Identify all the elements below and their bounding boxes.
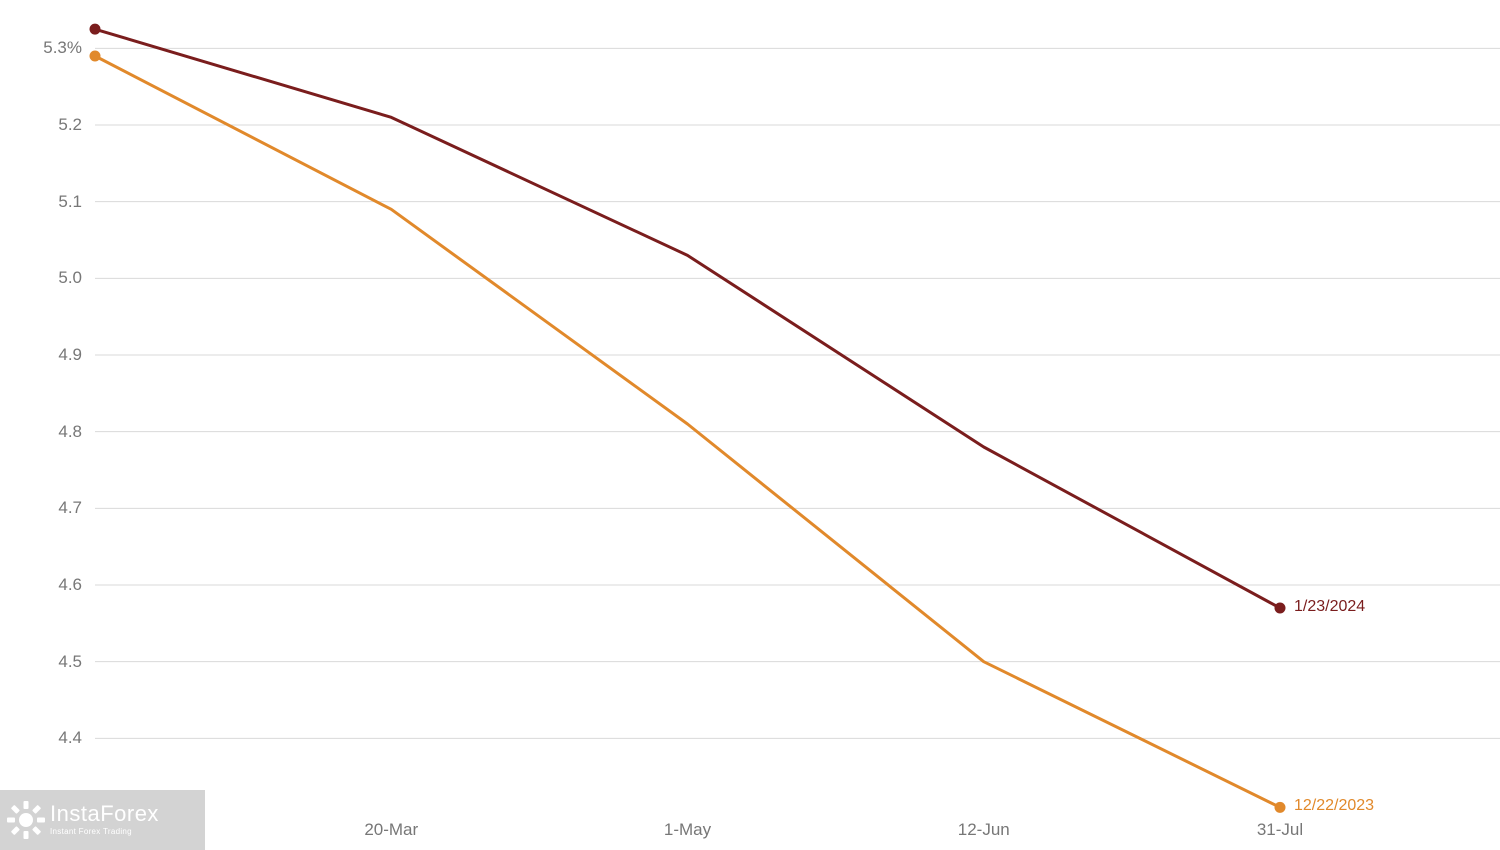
watermark-badge: InstaForex Instant Forex Trading — [0, 790, 205, 850]
series-2024-line — [95, 29, 1280, 608]
series-2024-start-marker — [90, 24, 101, 35]
watermark-gear-icon — [6, 800, 46, 840]
x-tick-label: 1-May — [664, 820, 711, 840]
x-tick-label: 20-Mar — [364, 820, 418, 840]
y-tick-label: 4.6 — [27, 575, 82, 595]
rate-forecast-chart: InstaForex Instant Forex Trading 5.3% 5.2… — [0, 0, 1500, 850]
watermark-text: InstaForex Instant Forex Trading — [50, 803, 159, 837]
series-2024-end-marker — [1275, 603, 1286, 614]
watermark-title: InstaForex — [50, 803, 159, 825]
y-tick-label: 4.8 — [27, 422, 82, 442]
x-tick-label: 12-Jun — [958, 820, 1010, 840]
y-tick-label: 4.9 — [27, 345, 82, 365]
y-tick-label: 4.4 — [27, 728, 82, 748]
x-tick-label: 31-Jul — [1257, 820, 1303, 840]
series-2023-end-marker — [1275, 802, 1286, 813]
series-2024-label: 1/23/2024 — [1294, 598, 1365, 616]
chart-svg — [0, 0, 1500, 850]
y-tick-label: 4.7 — [27, 498, 82, 518]
y-tick-label: 5.0 — [27, 268, 82, 288]
series-2023-start-marker — [90, 51, 101, 62]
y-tick-label: 5.2 — [27, 115, 82, 135]
y-tick-label: 5.1 — [27, 192, 82, 212]
watermark-subtitle: Instant Forex Trading — [50, 827, 159, 837]
y-tick-label: 4.5 — [27, 652, 82, 672]
y-tick-label: 5.3% — [27, 38, 82, 58]
series-2023-label: 12/22/2023 — [1294, 797, 1374, 815]
